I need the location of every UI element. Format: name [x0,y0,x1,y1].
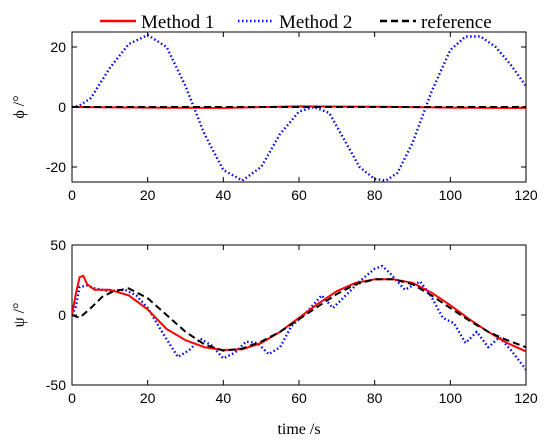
psi-x-tick-label: 20 [140,390,156,406]
psi-x-tick-label: 120 [514,390,538,406]
time-axis-label: time /s [277,421,320,438]
phi-x-tick-label: 120 [514,187,538,203]
phi-series-method-2 [72,33,526,182]
phi-x-tick-label: 40 [216,187,232,203]
psi-x-tick-label: 0 [68,390,76,406]
psi-x-tick-label: 80 [367,390,383,406]
psi-axis-label: ψ /° [11,303,28,328]
phi-y-tick-label: 20 [50,39,66,55]
psi-x-tick-label: 100 [439,390,463,406]
psi-plot-frame [71,244,527,386]
legend-label-reference: reference [421,12,492,33]
psi-x-tick-label: 60 [291,390,307,406]
psi-series-reference [72,278,526,352]
phi-x-tick-label: 100 [439,187,463,203]
phi-x-tick-label: 60 [291,187,307,203]
psi-x-tick-label: 40 [216,390,232,406]
phi-y-tick-label: 0 [58,99,66,115]
psi-series-method-2 [72,264,526,371]
psi-y-tick-label: 0 [58,307,66,323]
phi-x-tick-label: 0 [68,187,76,203]
psi-series-method-1 [72,274,526,353]
legend: Method 1 Method 2 reference [100,12,492,33]
legend-label-method-1: Method 1 [141,12,214,33]
psi-y-tick-label: -50 [46,377,66,393]
phi-axis-label: ϕ /° [11,95,28,118]
psi-y-tick-label: 50 [50,237,66,253]
phi-y-tick-label: -20 [46,159,66,175]
legend-label-method-2: Method 2 [279,12,352,33]
phi-x-tick-label: 20 [140,187,156,203]
phi-x-tick-label: 80 [367,187,383,203]
